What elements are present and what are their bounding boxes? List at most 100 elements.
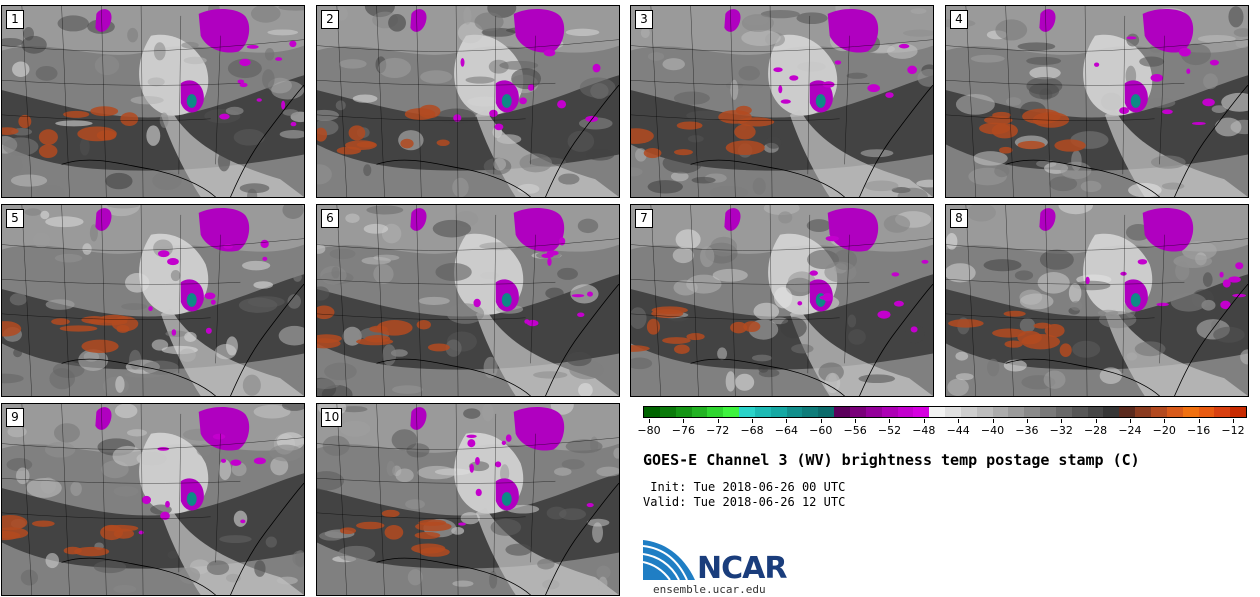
colorbar-tick <box>786 419 788 423</box>
colorbar-segment <box>897 407 914 417</box>
colorbar-segment <box>1135 407 1151 417</box>
colorbar-segment <box>960 407 977 417</box>
colorbar-tick <box>1129 419 1131 423</box>
colorbar-tick <box>855 419 857 423</box>
water-vapor-map <box>2 205 304 396</box>
colorbar-tick-label: −76 <box>671 424 695 437</box>
colorbar-segment <box>865 407 882 417</box>
init-time: Init: Tue 2018-06-26 00 UTC <box>643 480 846 494</box>
colorbar-segment <box>1040 407 1056 417</box>
panel-label: 4 <box>950 10 968 29</box>
ncar-logo-text: NCAR <box>697 551 787 586</box>
water-vapor-map <box>317 6 619 197</box>
colorbar-tick-label: −64 <box>774 424 799 437</box>
colorbar-tick-label: −40 <box>980 424 1005 437</box>
colorbar-tick-label: −56 <box>843 424 867 437</box>
colorbar-tick <box>752 419 754 423</box>
colorbar-segment <box>707 407 724 417</box>
colorbar-segment <box>1214 407 1231 417</box>
panel-label: 6 <box>321 209 339 228</box>
panel-label: 5 <box>6 209 24 228</box>
colorbar-segment <box>675 407 692 417</box>
colorbar-segment <box>754 407 771 417</box>
colorbar-tick <box>649 419 650 423</box>
colorbar-tick-label: −20 <box>1152 424 1176 437</box>
colorbar-segment <box>802 407 819 417</box>
colorbar-tick <box>1095 419 1097 423</box>
panel-label: 8 <box>950 209 968 228</box>
colorbar-ticks: −80 −76 −72 −68 −64 −60 −56 −52 −48 −44 −40 −36 −32−… <box>637 419 1247 439</box>
colorbar-tick-label: −80 <box>637 424 661 437</box>
colorbar-tick-label: −36 <box>1015 424 1039 437</box>
colorbar-segment <box>1182 407 1199 417</box>
colorbar-segment <box>659 407 676 417</box>
website-url: ensemble.ucar.edu <box>653 583 766 596</box>
map-panel-8: 8 <box>945 204 1249 397</box>
colorbar-tick <box>923 419 925 423</box>
colorbar-segment <box>849 407 866 417</box>
panel-label: 1 <box>6 10 24 29</box>
map-panel-4: 4 <box>945 5 1249 198</box>
colorbar-tick-label: −16 <box>1187 424 1211 437</box>
map-panel-10: 10 <box>316 403 620 596</box>
colorbar-tick-label: −28 <box>1083 424 1108 437</box>
panel-label: 2 <box>321 10 339 29</box>
water-vapor-map <box>317 205 619 396</box>
colorbar-tick-label: −32 <box>1049 424 1073 437</box>
map-panel-9: 9 <box>1 403 305 596</box>
water-vapor-map <box>946 205 1248 396</box>
colorbar-segment <box>929 407 946 417</box>
colorbar-tick <box>1233 419 1234 423</box>
colorbar-segment <box>1071 407 1088 417</box>
colorbar-segment <box>992 407 1009 417</box>
water-vapor-map <box>946 6 1248 197</box>
colorbar-segment <box>834 407 850 417</box>
figure-title: GOES-E Channel 3 (WV) brightness temp po… <box>643 451 1140 469</box>
map-panel-2: 2 <box>316 5 620 198</box>
colorbar-tick <box>1164 419 1166 423</box>
colorbar-segment <box>644 407 660 417</box>
colorbar-segment <box>1008 407 1025 417</box>
colorbar-segment <box>739 407 755 417</box>
colorbar-segment <box>1103 407 1120 417</box>
colorbar-segment <box>1087 407 1104 417</box>
colorbar-segment <box>1230 407 1247 417</box>
valid-time: Valid: Tue 2018-06-26 12 UTC <box>643 495 846 509</box>
water-vapor-map <box>2 404 304 595</box>
colorbar-tick <box>1061 419 1063 423</box>
map-panel-6: 6 <box>316 204 620 397</box>
colorbar-tick-label: −12 <box>1221 424 1245 437</box>
colorbar-tick-label: −52 <box>877 424 902 437</box>
water-vapor-map <box>317 404 619 595</box>
water-vapor-map <box>631 205 933 396</box>
colorbar-segment <box>1055 407 1072 417</box>
colorbar-tick <box>717 419 719 423</box>
colorbar-tick <box>820 419 822 423</box>
colorbar-tick <box>958 419 960 423</box>
colorbar <box>643 406 1247 418</box>
map-panel-1: 1 <box>1 5 305 198</box>
panel-label: 3 <box>635 10 653 29</box>
colorbar-segment <box>1151 407 1167 417</box>
colorbar-tick <box>1026 419 1028 423</box>
colorbar-tick-label: −44 <box>946 424 970 437</box>
panel-label: 9 <box>6 408 24 427</box>
colorbar-tick-label: −48 <box>912 424 936 437</box>
colorbar-tick-label: −72 <box>706 424 730 437</box>
map-panel-7: 7 <box>630 204 934 397</box>
colorbar-tick-label: −60 <box>809 424 833 437</box>
colorbar-tick <box>1198 419 1200 423</box>
colorbar-segment <box>1119 407 1136 417</box>
colorbar-segment <box>881 407 898 417</box>
colorbar-tick-label: −24 <box>1118 424 1142 437</box>
colorbar-segment <box>1166 407 1183 417</box>
colorbar-segment <box>770 407 787 417</box>
colorbar-segment <box>1198 407 1215 417</box>
colorbar-segment <box>1024 407 1041 417</box>
map-panel-5: 5 <box>1 204 305 397</box>
map-panel-3: 3 <box>630 5 934 198</box>
colorbar-segment <box>723 407 740 417</box>
panel-label: 10 <box>321 408 343 427</box>
water-vapor-map <box>631 6 933 197</box>
colorbar-tick <box>889 419 891 423</box>
